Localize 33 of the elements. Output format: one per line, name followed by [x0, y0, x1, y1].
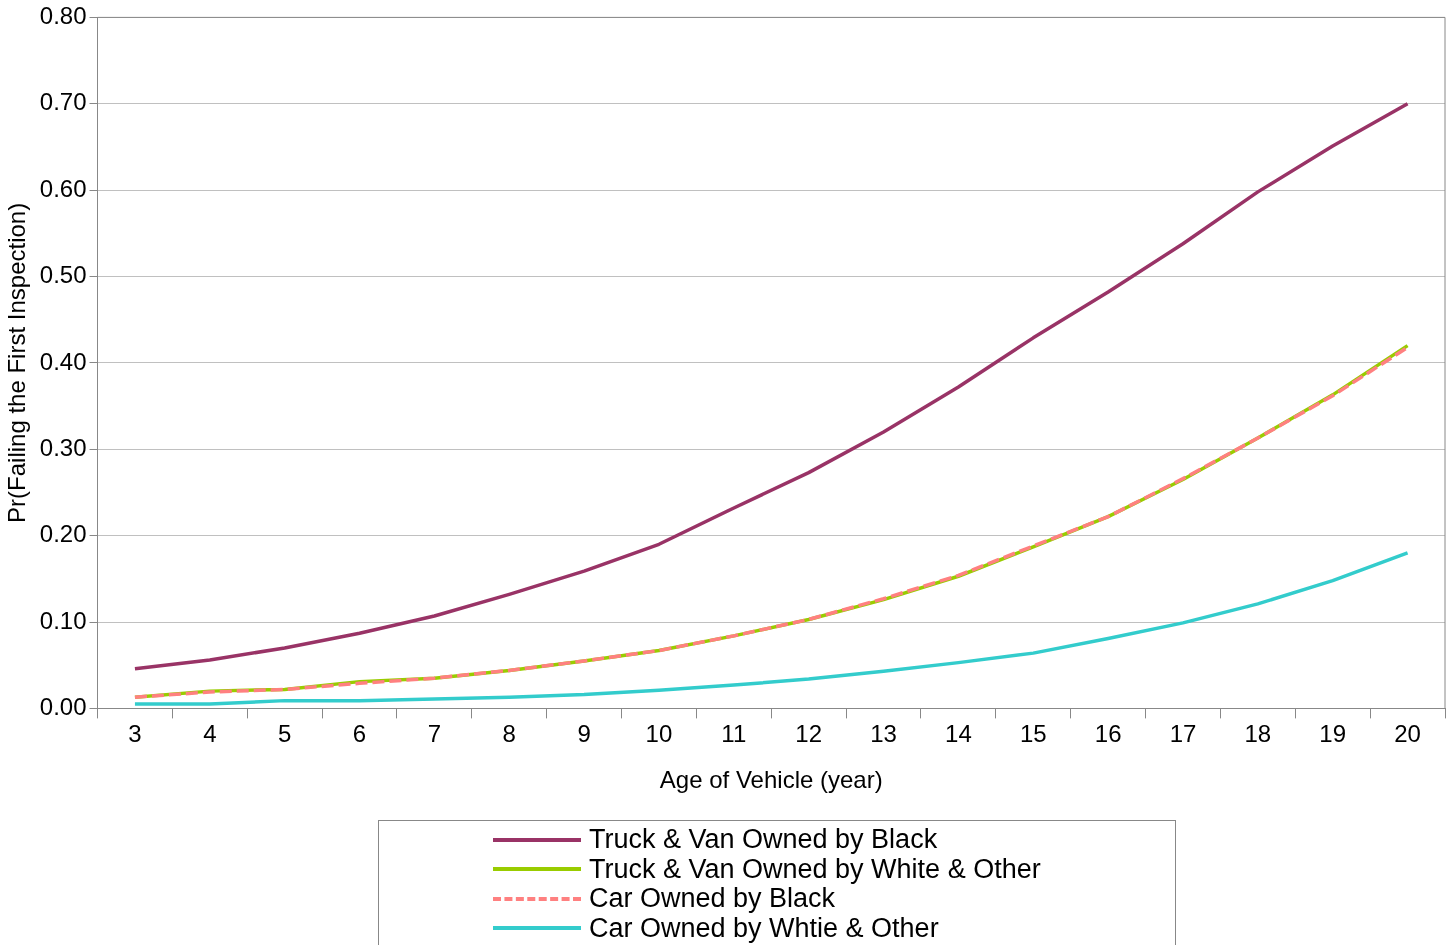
x-tick-label: 8 [502, 720, 516, 748]
x-axis-title: Age of Vehicle (year) [659, 766, 883, 794]
x-tick-label: 19 [1319, 720, 1347, 748]
x-tick-label: 13 [870, 720, 897, 748]
x-tick-label: 3 [128, 720, 142, 748]
x-tick-label: 10 [645, 720, 673, 748]
y-tick-label: 0.30 [39, 433, 87, 461]
x-tick-label: 17 [1169, 720, 1197, 748]
y-tick-label: 0.70 [39, 88, 87, 116]
y-tick-label: 0.80 [39, 2, 87, 30]
x-tick-label: 6 [352, 720, 367, 748]
y-tick-label: 0.20 [39, 520, 87, 548]
y-axis-title: Pr(Failing the First Inspection) [3, 202, 31, 523]
y-tick-label: 0.10 [39, 606, 87, 634]
legend-label: Car Owned by Black [589, 883, 836, 915]
x-tick-label: 12 [795, 720, 823, 748]
legend-label: Truck & Van Owned by Black [589, 824, 938, 856]
y-tick-label: 0.50 [39, 261, 87, 289]
x-tick-label: 9 [577, 720, 591, 748]
x-tick-label: 18 [1244, 720, 1272, 748]
y-tick-label: 0.40 [39, 347, 87, 375]
legend-label: Car Owned by Whtie & Other [589, 912, 939, 944]
legend-label: Truck & Van Owned by White & Other [589, 853, 1041, 885]
y-tick-label: 0.00 [39, 693, 87, 721]
x-tick-label: 16 [1094, 720, 1122, 748]
x-tick-label: 20 [1394, 720, 1421, 748]
x-tick-label: 4 [203, 720, 217, 748]
x-tick-label: 11 [721, 720, 747, 748]
x-tick-label: 7 [427, 720, 442, 748]
x-tick-label: 15 [1019, 720, 1047, 748]
y-tick-label: 0.60 [39, 174, 87, 202]
x-tick-label: 14 [945, 720, 972, 748]
x-tick-label: 5 [277, 720, 292, 748]
